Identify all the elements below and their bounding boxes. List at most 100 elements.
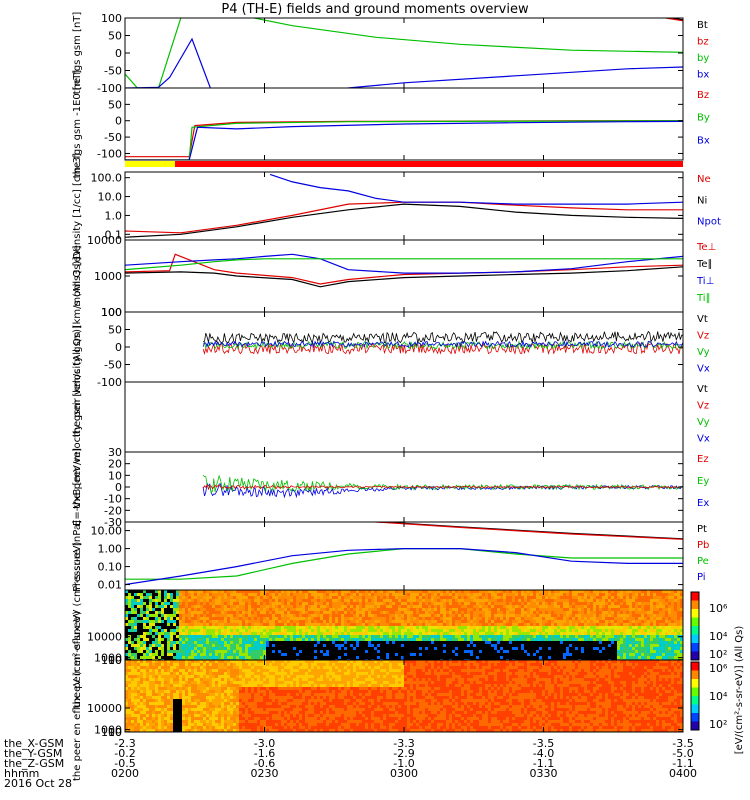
spectrogram-cell [263,650,266,653]
spectrogram-cell [233,620,236,623]
spectrogram-cell [293,614,296,617]
spectrogram-cell [197,653,200,656]
spectrogram-cell [623,650,626,653]
spectrogram-cell [173,599,176,602]
spectrogram-cell [284,620,287,623]
spectrogram-cell [131,723,134,726]
spectrogram-cell [368,647,371,650]
spectrogram-cell [332,653,335,656]
spectrogram-cell [266,644,269,647]
spectrogram-cell [491,644,494,647]
y-tick-label: 100 [101,306,122,319]
spectrogram-cell [185,593,188,596]
spectrogram-cell [383,611,386,614]
spectrogram-cell [476,623,479,626]
spectrogram-cell [248,647,251,650]
spectrogram-cell [479,599,482,602]
spectrogram-cell [581,632,584,635]
spectrogram-cell [623,644,626,647]
spectrogram-cell [374,614,377,617]
spectrogram-cell [596,614,599,617]
spectrogram-cell [434,599,437,602]
spectrogram-cell [239,620,242,623]
spectrogram-cell [437,611,440,614]
spectrogram-cell [434,635,437,638]
spectrogram-cell [455,617,458,620]
spectrogram-cell [335,623,338,626]
spectrogram-cell [506,620,509,623]
spectrogram-cell [623,605,626,608]
spectrogram-cell [431,650,434,653]
spectrogram-cell [680,623,683,626]
spectrogram-cell [383,593,386,596]
spectrogram-cell [173,644,176,647]
spectrogram-cell [650,644,653,647]
spectrogram-cell [281,599,284,602]
spectrogram-cell [263,614,266,617]
spectrogram-cell [599,602,602,605]
spectrogram-cell [143,690,146,693]
spectrogram-cell [248,644,251,647]
spectrogram-cell [191,617,194,620]
spectrogram-cell [449,620,452,623]
spectrogram-cell [419,623,422,626]
spectrogram-cell [545,629,548,632]
spectrogram-cell [677,596,680,599]
spectrogram-cell [218,590,221,593]
spectrogram-cell [251,653,254,656]
spectrogram-cell [371,608,374,611]
spectrogram-cell [641,602,644,605]
spectrogram-cell [515,644,518,647]
spectrogram-cell [254,620,257,623]
spectrogram-cell [227,632,230,635]
y-tick-label: 10 [108,469,122,482]
spectrogram-cell [464,617,467,620]
spectrogram-cell [143,684,146,687]
spectrogram-cell [338,644,341,647]
spectrogram-cell [551,608,554,611]
spectrogram-cell [323,644,326,647]
spectrogram-cell [668,599,671,602]
spectrogram-cell [335,599,338,602]
spectrogram-cell [134,596,137,599]
spectrogram-cell [524,653,527,656]
spectrogram-cell [164,593,167,596]
spectrogram-cell [359,629,362,632]
spectrogram-cell [137,608,140,611]
spectrogram-cell [374,590,377,593]
spectrogram-cell [647,653,650,656]
spectrogram-cell [263,608,266,611]
spectrogram-cell [668,605,671,608]
spectrogram-cell [272,641,275,644]
spectrogram-cell [464,629,467,632]
spectrogram-cell [305,647,308,650]
spectrogram-cell [149,699,152,702]
spectrogram-cell [212,647,215,650]
spectrogram-cell [332,650,335,653]
spectrogram-cell [446,602,449,605]
spectrogram-cell [548,620,551,623]
spectrogram-cell [272,608,275,611]
y-tick-label: 50 [108,30,122,43]
spectrogram-cell [584,605,587,608]
spectrogram-cell [575,620,578,623]
spectrogram-cell [218,602,221,605]
spectrogram-cell [413,635,416,638]
spectrogram-cell [395,593,398,596]
spectrogram-cell [152,656,155,659]
spectrogram-cell [644,608,647,611]
spectrogram-cell [344,641,347,644]
spectrogram-cell [542,617,545,620]
spectrogram-cell [668,614,671,617]
spectrogram-cell [296,605,299,608]
spectrogram-cell [377,641,380,644]
spectrogram-cell [416,599,419,602]
line-Ey [202,474,683,494]
spectrogram-cell [356,602,359,605]
spectrogram-cell [593,602,596,605]
spectrogram-cell [131,714,134,717]
spectrogram-cell [365,593,368,596]
spectrogram-cell [638,593,641,596]
spectrogram-cell [182,614,185,617]
